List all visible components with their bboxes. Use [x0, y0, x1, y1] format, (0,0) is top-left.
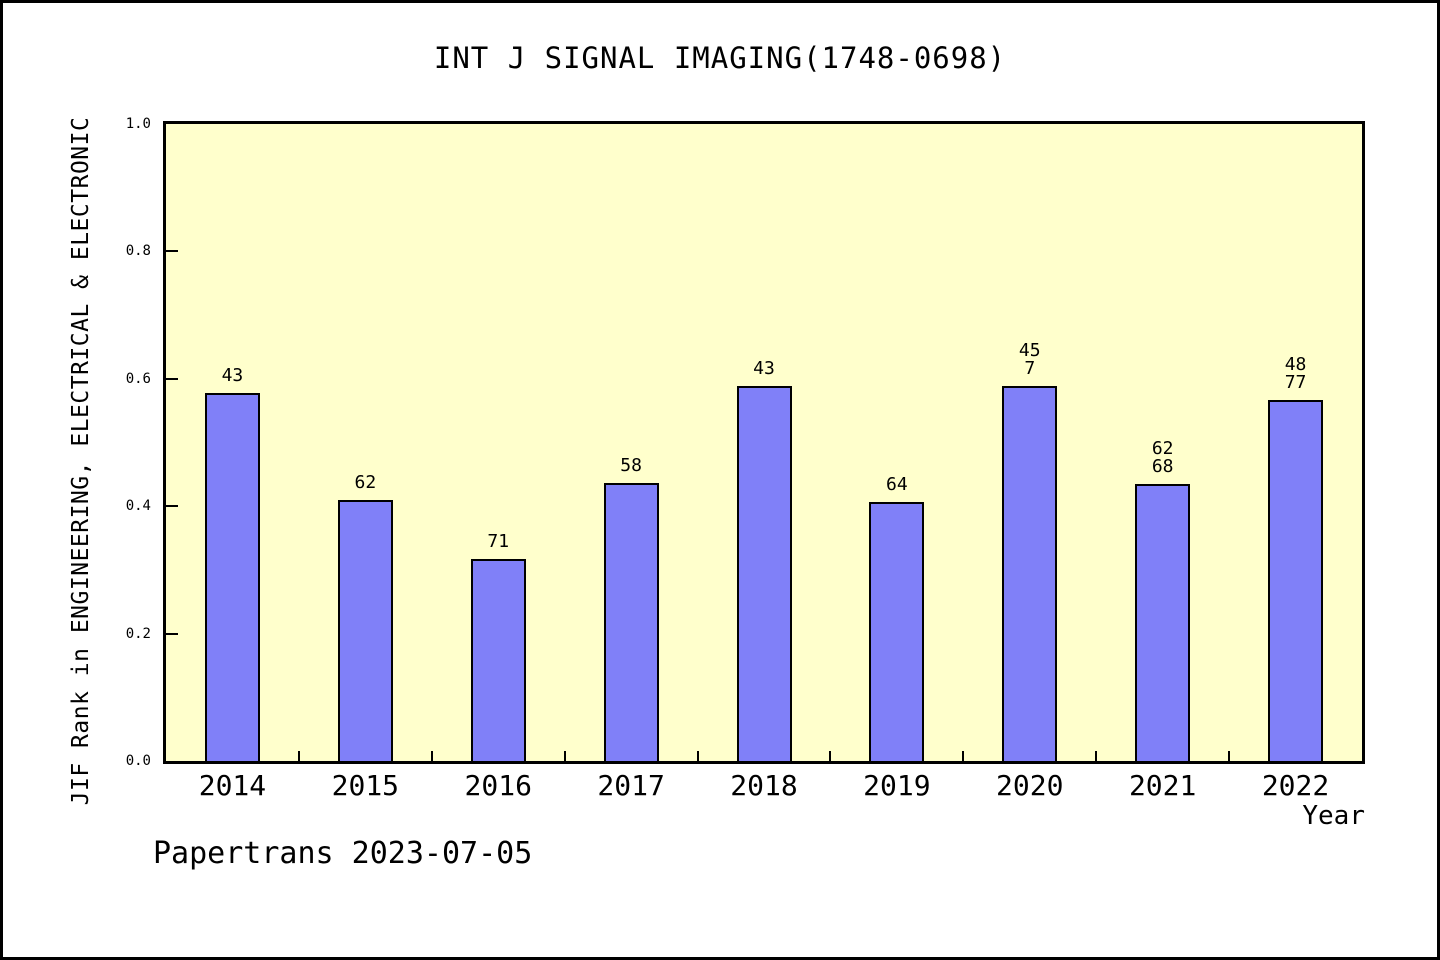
- bar-value-line: 43: [753, 357, 775, 379]
- x-axis-tick-labels: 2014 2015 2016 2017 2018 2019 2020 2021 2022: [166, 769, 1362, 805]
- bar-value-line: 43: [221, 364, 244, 386]
- bar-value-line: 64: [886, 474, 908, 496]
- bar-value-label-2018: 43: [704, 357, 824, 379]
- y-tick-label: 0.6: [125, 370, 151, 387]
- x-tick-label-2021: 2021: [1128, 769, 1197, 802]
- y-tick-mark: [166, 632, 178, 635]
- bar-value-label-2016: 71: [438, 533, 558, 551]
- bar-value-label-2022: 48 77: [1236, 353, 1356, 393]
- y-tick-label: 0.0: [125, 753, 151, 769]
- x-tick-label-2016: 2016: [464, 769, 532, 802]
- y-tick-label: 0.4: [125, 498, 151, 515]
- x-tick-label-2022: 2022: [1261, 769, 1330, 802]
- x-tick-mark: [563, 751, 566, 761]
- x-tick-mark: [430, 751, 433, 761]
- bar-value-label-2019: 64: [837, 476, 957, 494]
- chart-title: INT J SIGNAL IMAGING(1748-0698): [433, 41, 1007, 75]
- plot-area: 43 62 71 58 43 64 45 7 62 68 48 77: [163, 121, 1365, 764]
- y-tick-label: 1.0: [125, 116, 151, 132]
- bar-2017: [603, 482, 659, 761]
- x-tick-label-2019: 2019: [863, 769, 931, 802]
- bar-value-line: 71: [487, 531, 510, 553]
- bar-value-line: 45: [1018, 339, 1041, 361]
- bar-value-line: 7: [1024, 357, 1036, 379]
- bar-2019: [869, 502, 925, 761]
- bar-value-line: 68: [1151, 455, 1174, 477]
- y-axis-tick-labels: 0.0 0.2 0.4 0.6 0.8 1.0: [3, 117, 155, 768]
- bar-2021: [1135, 483, 1191, 761]
- bar-value-label-2015: 62: [305, 474, 425, 492]
- bar-2016: [470, 559, 526, 761]
- bar-2018: [736, 385, 792, 761]
- x-tick-label-2018: 2018: [730, 769, 798, 802]
- bar-2020: [1002, 385, 1058, 761]
- y-tick-label: 0.2: [125, 625, 151, 642]
- bar-2022: [1268, 399, 1324, 761]
- watermark-text: Papertrans 2023-07-05: [153, 836, 533, 871]
- x-tick-mark: [1228, 751, 1231, 761]
- bar-2015: [337, 500, 393, 761]
- bar-value-line: 48: [1284, 353, 1307, 375]
- bar-value-label-2020: 45 7: [970, 339, 1090, 379]
- x-tick-label-2015: 2015: [331, 769, 400, 802]
- y-tick-mark: [166, 377, 178, 380]
- x-tick-mark: [962, 751, 965, 761]
- bar-value-line: 62: [354, 472, 377, 494]
- bar-value-line: 77: [1284, 371, 1307, 393]
- y-tick-label: 0.8: [125, 243, 151, 260]
- x-tick-mark: [297, 751, 300, 761]
- x-tick-label-2020: 2020: [996, 769, 1064, 802]
- bar-value-line: 62: [1151, 437, 1174, 459]
- x-tick-label-2017: 2017: [597, 769, 665, 802]
- bar-value-line: 58: [620, 454, 642, 476]
- bar-value-label-2017: 58: [571, 454, 691, 476]
- bar-value-label-2014: 43: [172, 364, 292, 386]
- y-tick-mark: [166, 250, 178, 253]
- x-tick-label-2014: 2014: [198, 769, 267, 802]
- y-tick-mark: [166, 505, 178, 508]
- bar-2014: [204, 392, 260, 761]
- x-tick-mark: [1095, 751, 1098, 761]
- bar-value-label-2021: 62 68: [1103, 437, 1223, 477]
- x-tick-mark: [829, 751, 832, 761]
- x-tick-mark: [696, 751, 699, 761]
- x-axis-label: Year: [1302, 801, 1365, 831]
